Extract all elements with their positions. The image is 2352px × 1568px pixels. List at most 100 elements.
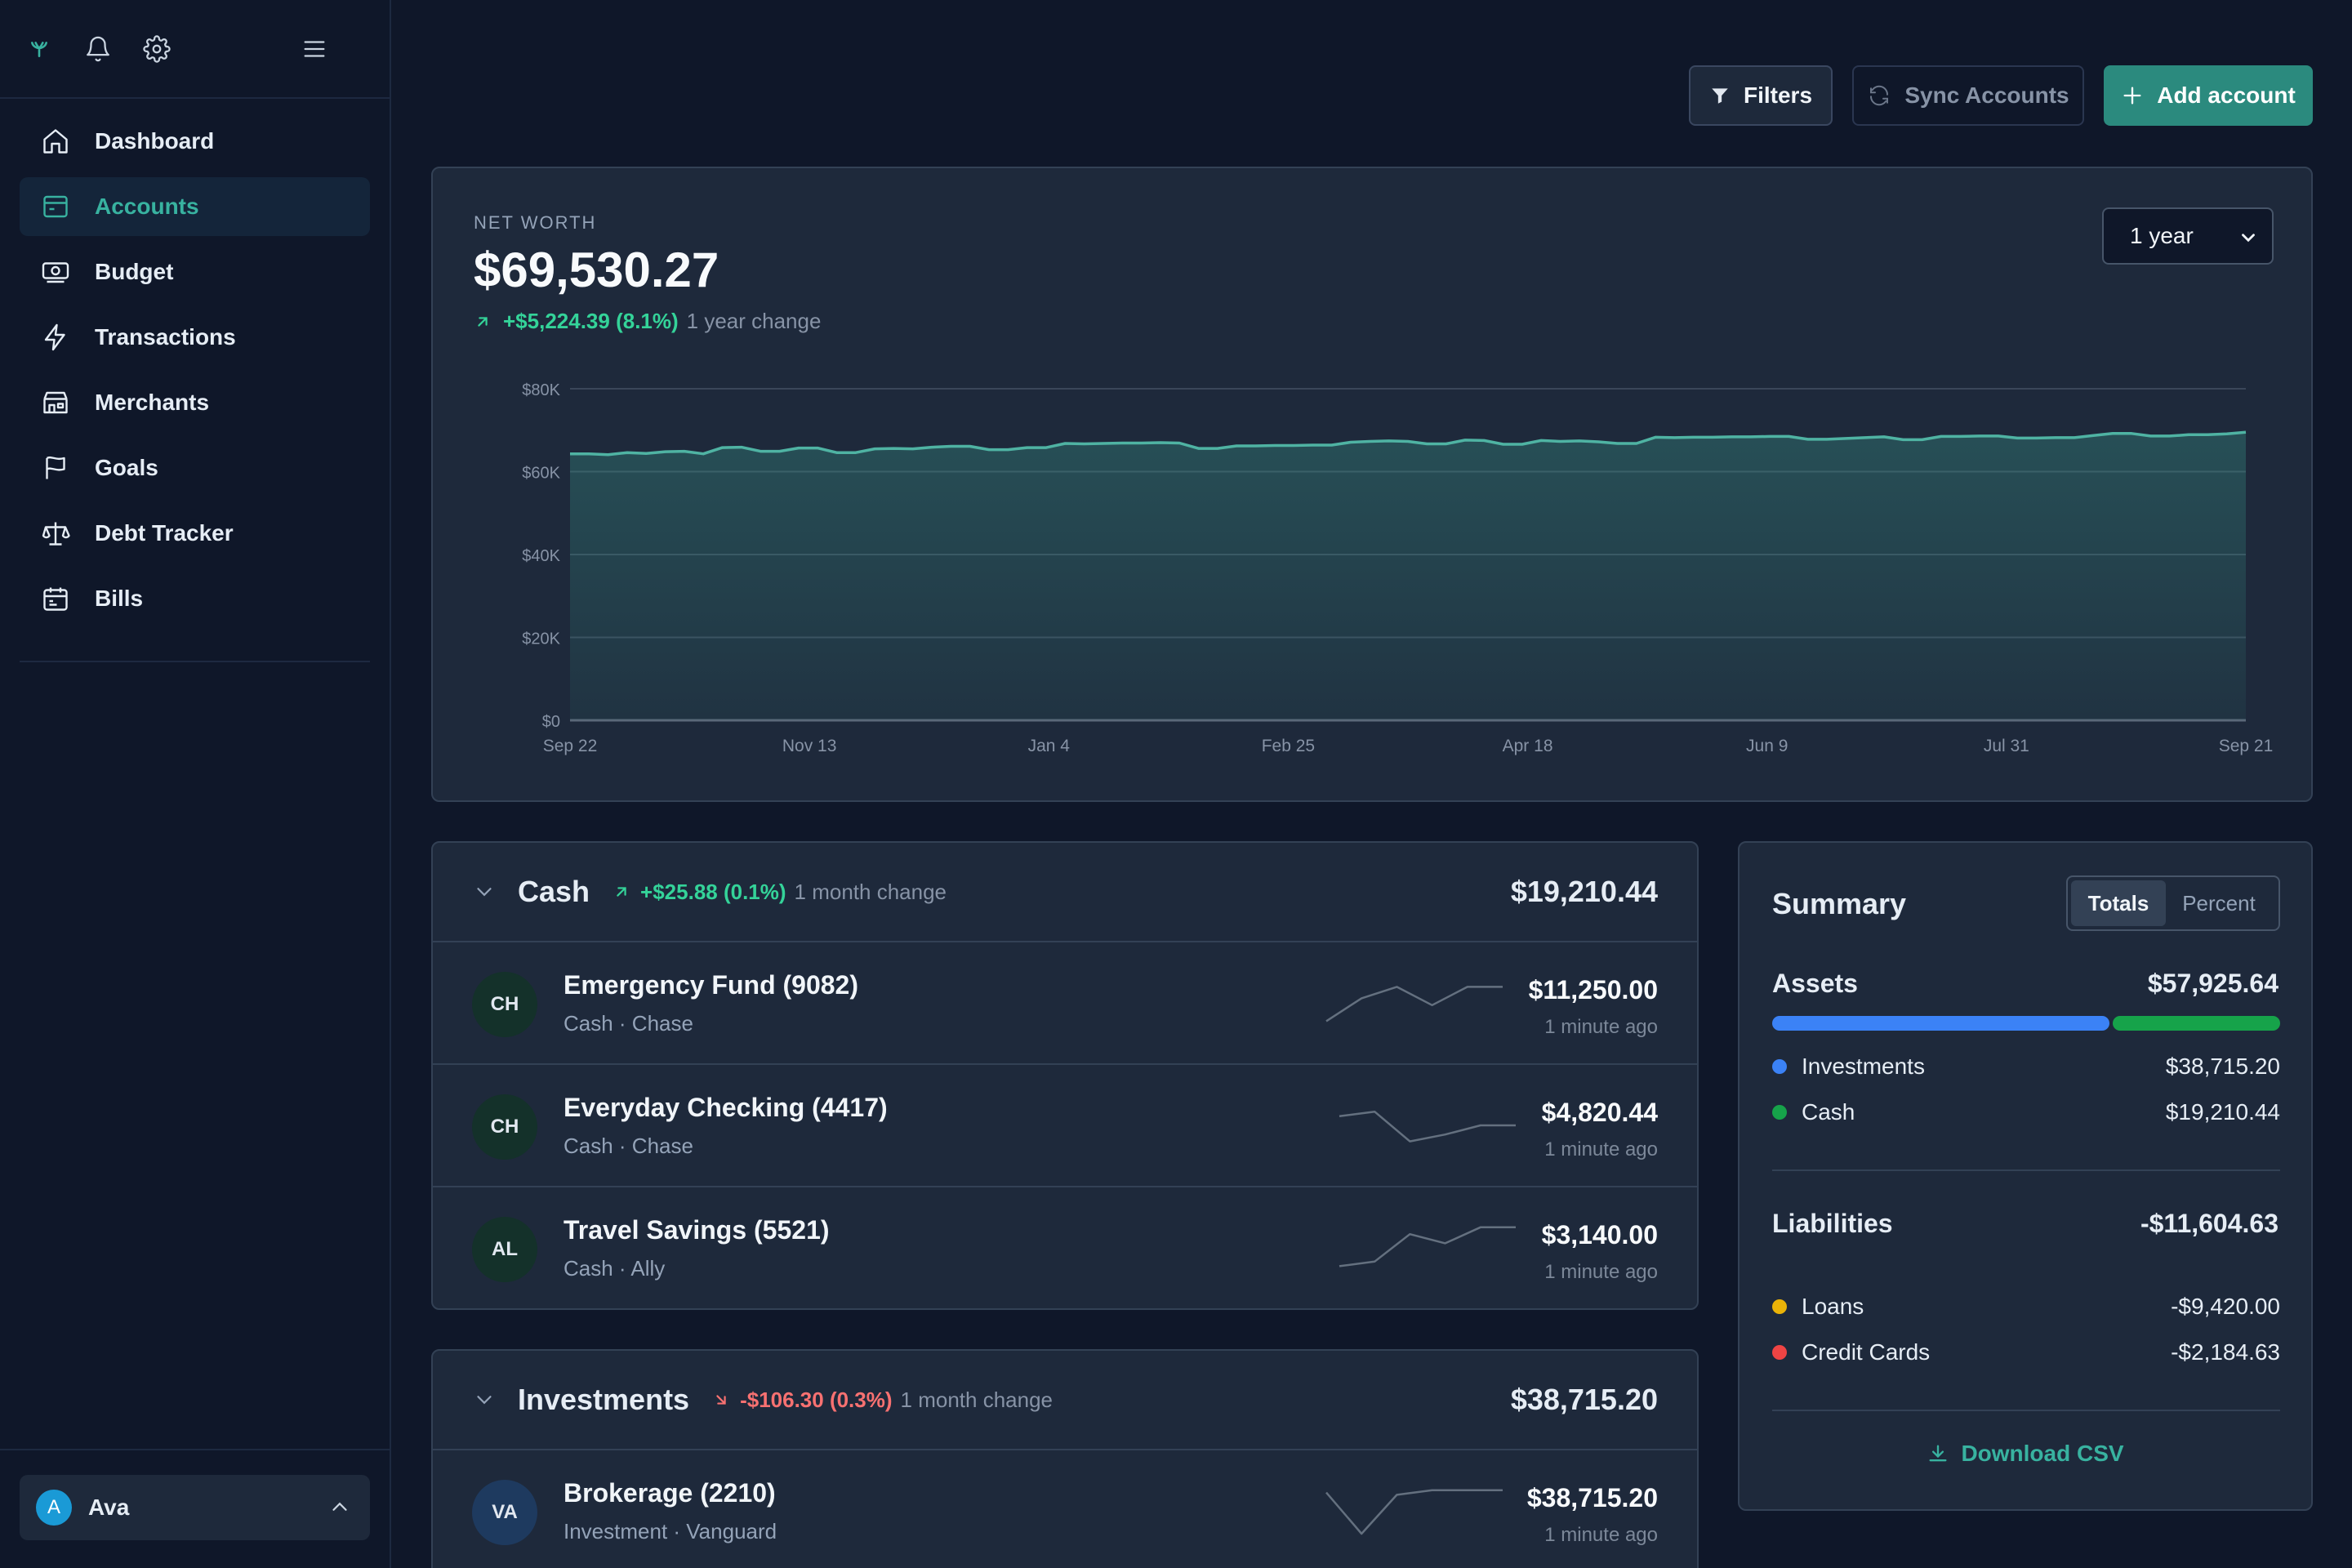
toggle-totals[interactable]: Totals — [2071, 880, 2166, 926]
account-subtitle: Investment · Vanguard — [564, 1519, 777, 1544]
x-tick-label: Jul 31 — [1984, 737, 2029, 755]
group-total: $19,210.44 — [1510, 875, 1658, 908]
sparkline-path — [1339, 1226, 1516, 1267]
range-select-value: 1 year — [2130, 223, 2194, 248]
account-row[interactable]: VA Brokerage (2210) Investment · Vanguar… — [433, 1450, 1697, 1568]
sync-label: Sync Accounts — [1904, 82, 2069, 108]
user-menu[interactable]: A Ava — [20, 1475, 370, 1540]
range-select[interactable]: 1 year — [2102, 207, 2274, 265]
download-csv-label: Download CSV — [1961, 1441, 2124, 1466]
sidebar-item-label: Goals — [95, 455, 158, 480]
account-row[interactable]: AL Travel Savings (5521) Cash · Ally $3,… — [433, 1187, 1697, 1308]
net-worth-change-amount: +$5,224.39 (8.1%) — [503, 309, 679, 333]
account-balance: $3,140.00 — [1541, 1220, 1658, 1250]
account-avatar: CH — [472, 972, 537, 1037]
account-updated: 1 minute ago — [1544, 1016, 1658, 1038]
x-tick-label: Apr 18 — [1503, 737, 1553, 755]
account-updated: 1 minute ago — [1544, 1524, 1658, 1546]
sparkline-path — [1325, 986, 1503, 1022]
sidebar-item-transactions[interactable]: Transactions — [20, 308, 370, 367]
y-tick-label: $60K — [522, 465, 560, 483]
y-tick-label: $0 — [542, 713, 560, 731]
arrow-down-right-icon — [712, 1391, 730, 1409]
account-row[interactable]: CH Emergency Fund (9082) Cash · Chase $1… — [433, 942, 1697, 1065]
logo-icon[interactable] — [23, 33, 56, 65]
cash-group-header[interactable]: Cash +$25.88 (0.1%) 1 month change $19,2… — [433, 843, 1697, 942]
sidebar-item-debt-tracker[interactable]: Debt Tracker — [20, 504, 370, 563]
sidebar-item-label: Dashboard — [95, 128, 215, 154]
account-name: Emergency Fund (9082) — [564, 970, 858, 1000]
net-worth-card: $80K $60K $40K $20K $0 Sep 22 Nov 13 Jan 4 Feb 2… — [431, 167, 2313, 802]
net-worth-change: +$5,224.39 (8.1%) 1 year change — [474, 309, 821, 334]
download-csv-button[interactable]: Download CSV — [1740, 1441, 2311, 1467]
group-change-amount: -$106.30 (0.3%) — [740, 1387, 893, 1412]
sidebar-footer: A Ava — [0, 1449, 390, 1568]
flag-icon — [39, 452, 72, 484]
sparkline-path — [1325, 1489, 1503, 1535]
investments-group-header[interactable]: Investments -$106.30 (0.3%) 1 month chan… — [433, 1351, 1697, 1450]
user-name: Ava — [88, 1494, 130, 1520]
group-title: Investments — [518, 1383, 690, 1416]
bell-icon[interactable] — [82, 33, 114, 65]
account-subtitle: Cash · Ally — [564, 1256, 666, 1281]
summary-divider — [1772, 1169, 2280, 1171]
legend-loans: Loans -$9,420.00 — [1772, 1290, 2280, 1323]
account-row[interactable]: CH Everyday Checking (4417) Cash · Chase… — [433, 1065, 1697, 1187]
liabilities-value: -$11,604.63 — [2140, 1209, 2278, 1238]
account-name: Brokerage (2210) — [564, 1478, 776, 1508]
banknote-icon — [39, 256, 72, 288]
chevron-down-icon — [2238, 227, 2259, 254]
account-balance: $4,820.44 — [1541, 1098, 1658, 1127]
menu-icon[interactable] — [298, 33, 331, 65]
sidebar-item-accounts[interactable]: Accounts — [20, 177, 370, 236]
sidebar-item-goals[interactable]: Goals — [20, 439, 370, 497]
toggle-percent[interactable]: Percent — [2182, 890, 2256, 915]
net-worth-change-period: 1 year change — [686, 309, 822, 333]
account-avatar: VA — [472, 1480, 537, 1545]
sidebar-item-label: Accounts — [95, 194, 199, 219]
account-sparkline — [1325, 1489, 1503, 1535]
account-avatar: AL — [472, 1217, 537, 1282]
legend-label: Investments — [1802, 1054, 1925, 1079]
legend-dot — [1772, 1059, 1787, 1074]
add-account-button[interactable]: Add account — [2104, 65, 2313, 126]
refresh-icon — [1867, 83, 1891, 108]
arrow-up-right-icon — [474, 313, 492, 331]
chevron-down-icon[interactable] — [472, 880, 497, 904]
account-balance: $11,250.00 — [1528, 975, 1658, 1004]
account-balance: $38,715.20 — [1526, 1483, 1658, 1512]
sidebar-item-label: Budget — [95, 259, 174, 284]
filters-button[interactable]: Filters — [1689, 65, 1833, 126]
legend-credit-cards: Credit Cards -$2,184.63 — [1772, 1336, 2280, 1369]
sidebar-item-dashboard[interactable]: Dashboard — [20, 112, 370, 171]
arrow-up-right-icon — [612, 883, 630, 901]
sidebar-nav: Dashboard Accounts Budget Transactions M… — [0, 99, 390, 628]
add-account-label: Add account — [2157, 82, 2296, 108]
sidebar-item-merchants[interactable]: Merchants — [20, 373, 370, 432]
chart-area-fill — [570, 432, 2246, 720]
filter-icon — [1709, 85, 1731, 106]
chevron-down-icon[interactable] — [472, 1388, 497, 1412]
chart-series-line — [570, 430, 2247, 457]
group-change-amount: +$25.88 (0.1%) — [640, 879, 786, 904]
sidebar-item-label: Merchants — [95, 390, 210, 415]
group-change-period: 1 month change — [794, 879, 947, 904]
sync-accounts-button[interactable]: Sync Accounts — [1852, 65, 2084, 126]
assets-bar-segment — [1772, 1016, 2109, 1031]
plus-icon — [2121, 84, 2144, 107]
net-worth-value: $69,530.27 — [474, 243, 719, 297]
sidebar-item-budget[interactable]: Budget — [20, 243, 370, 301]
net-worth-chart: $80K $60K $40K $20K $0 Sep 22 Nov 13 Jan 4 Feb 2… — [522, 381, 2273, 755]
x-tick-label: Nov 13 — [782, 737, 837, 755]
account-name: Everyday Checking (4417) — [564, 1093, 888, 1122]
filters-label: Filters — [1743, 82, 1813, 108]
x-tick-label: Jan 4 — [1028, 737, 1071, 755]
assets-value: $57,925.64 — [2147, 969, 2278, 998]
gear-icon[interactable] — [140, 33, 173, 65]
sidebar-item-label: Debt Tracker — [95, 520, 234, 546]
summary-divider — [1772, 1410, 2280, 1411]
sparkline-path — [1339, 1110, 1516, 1143]
account-subtitle: Cash · Chase — [564, 1011, 693, 1036]
sidebar-item-bills[interactable]: Bills — [20, 569, 370, 628]
y-tick-label: $80K — [522, 381, 560, 399]
